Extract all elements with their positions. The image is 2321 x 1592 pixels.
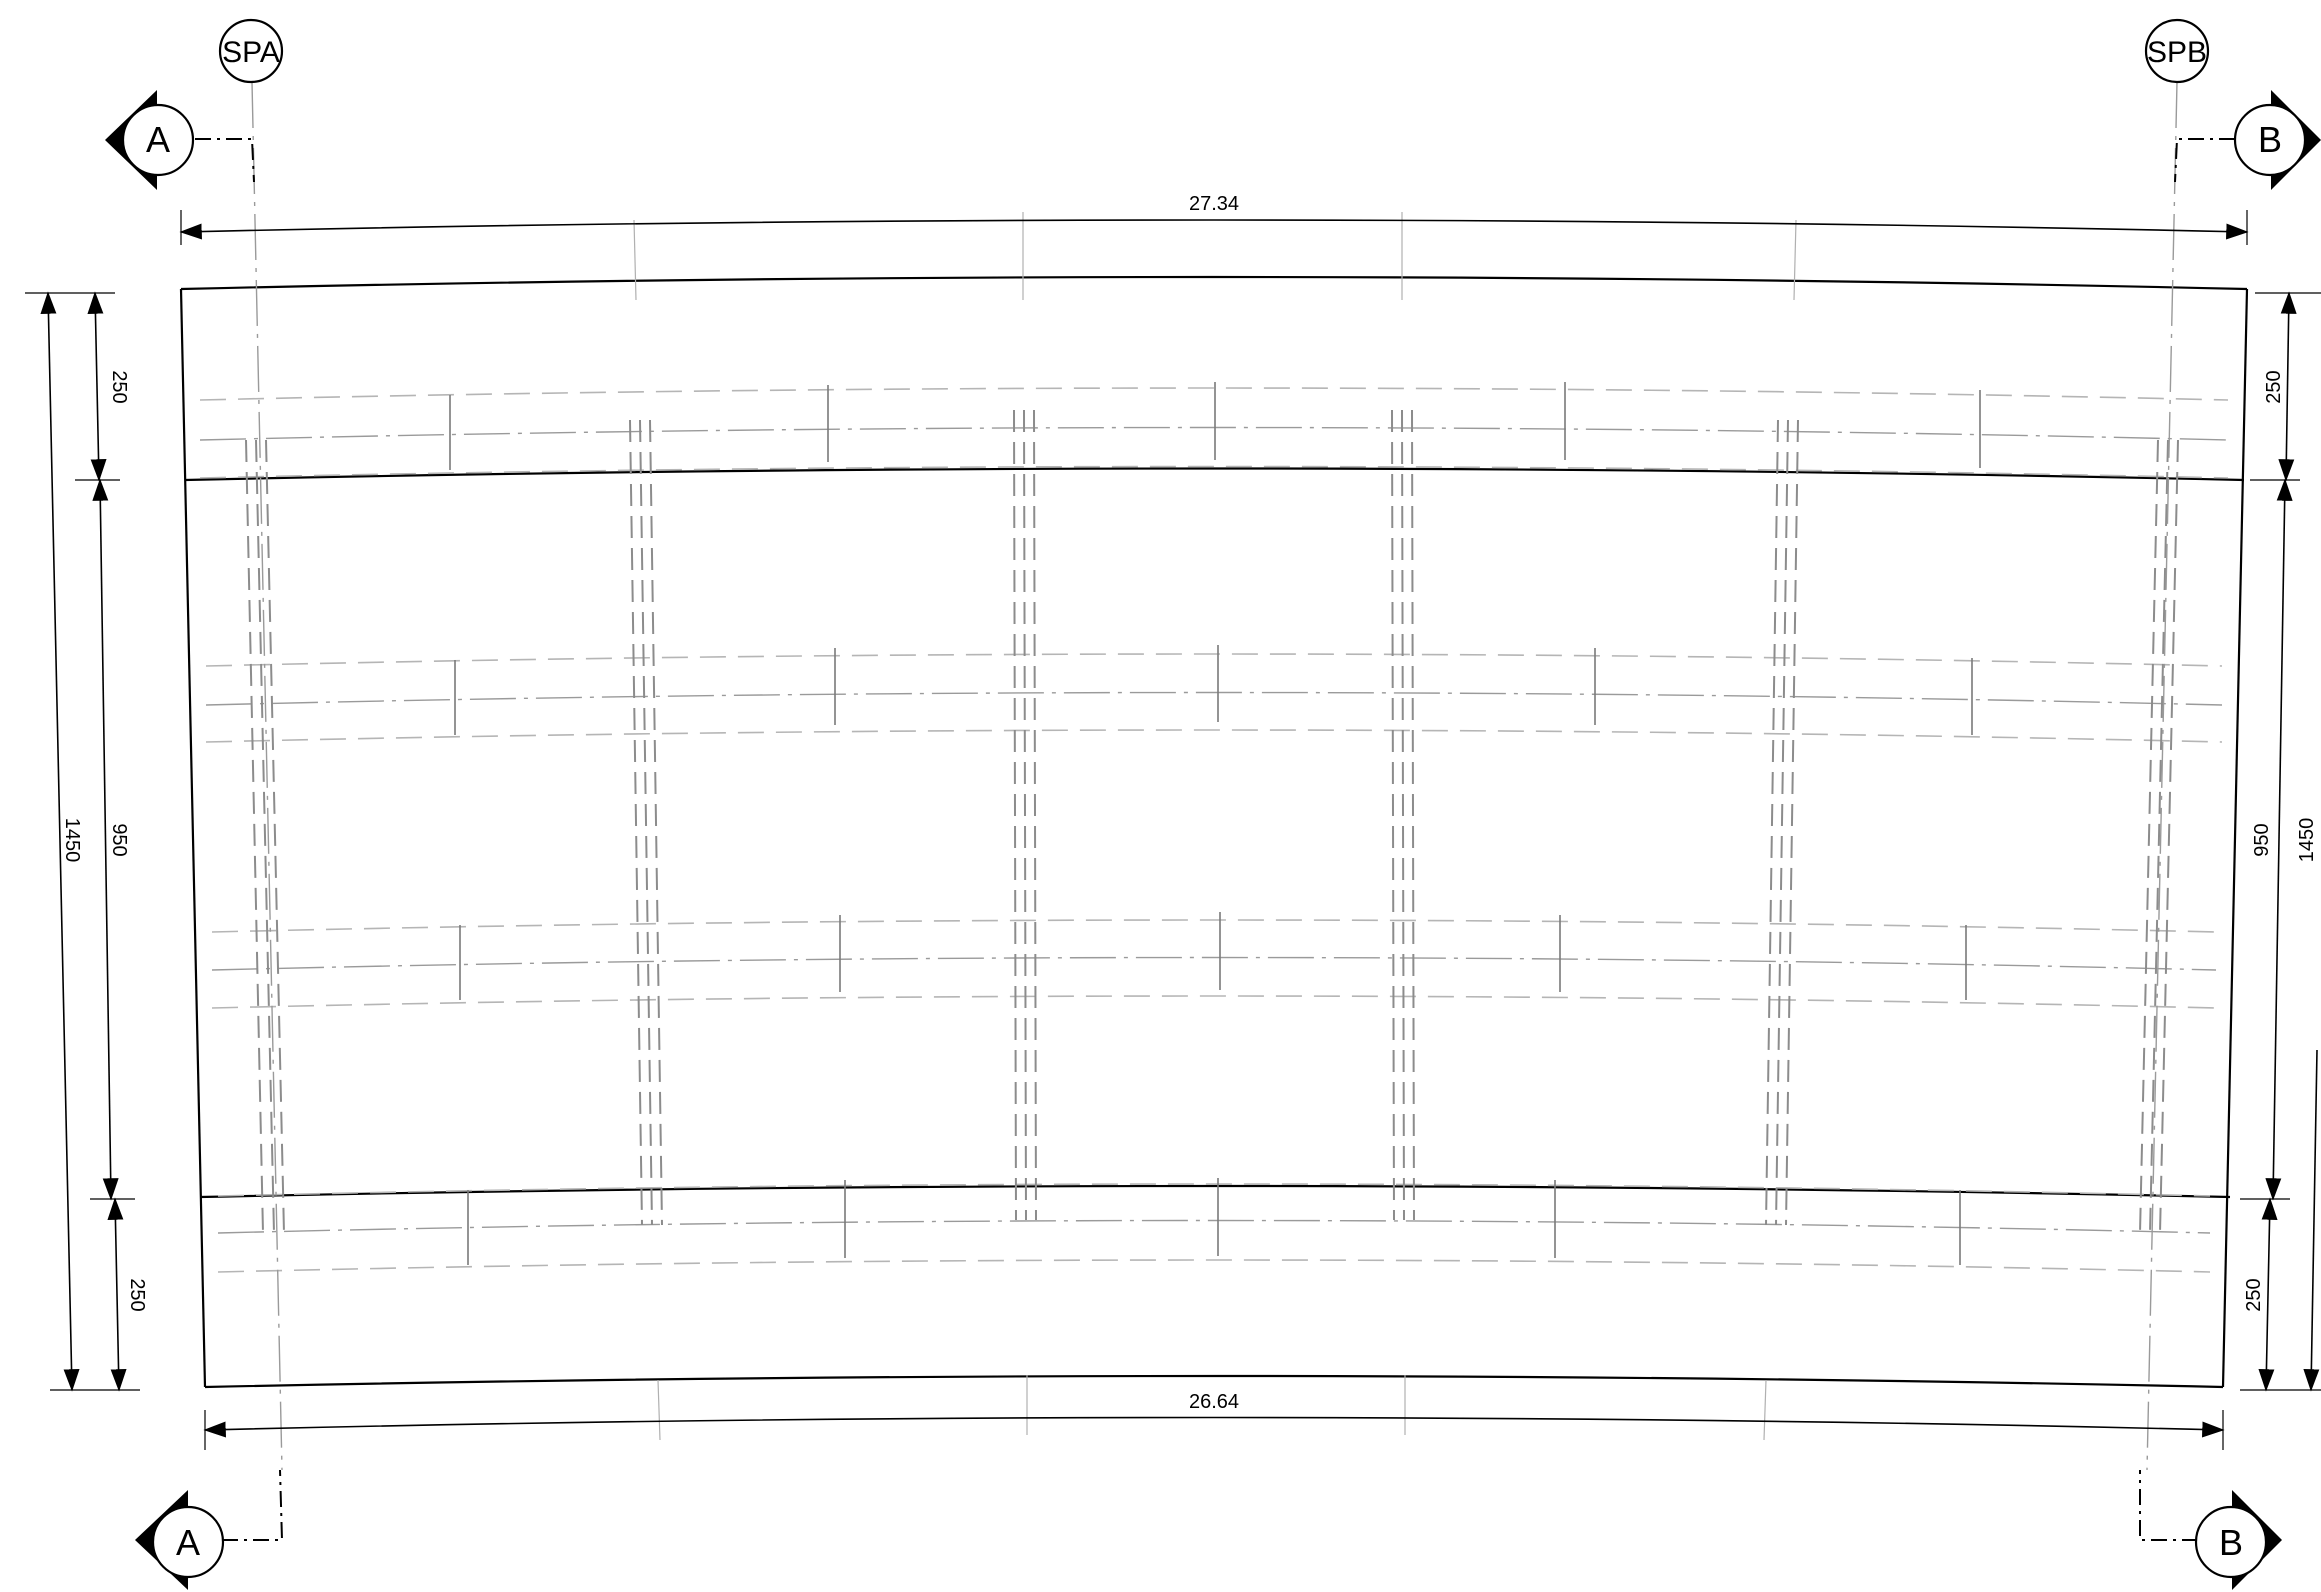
section-cut-top-right: B bbox=[2174, 90, 2321, 190]
support-marker-spb-label: SPB bbox=[2147, 36, 2207, 69]
beam-joint-ticks bbox=[449, 382, 1981, 1265]
right-width-dimensions: 1450 250 950 250 bbox=[2240, 291, 2321, 1392]
right-middle-label: 950 bbox=[2251, 823, 2273, 856]
right-top-cantilever-label: 250 bbox=[2263, 370, 2285, 403]
section-cut-top-right-label: B bbox=[2258, 119, 2282, 160]
left-top-cantilever-label: 250 bbox=[108, 370, 130, 403]
right-bottom-cantilever-label: 250 bbox=[2243, 1278, 2265, 1311]
section-cut-top-left: A bbox=[105, 90, 255, 190]
section-cut-bottom-right: B bbox=[2139, 1470, 2282, 1590]
section-cut-bottom-right-label: B bbox=[2219, 1522, 2243, 1563]
right-overall-label: 1450 bbox=[2296, 818, 2318, 863]
longitudinal-girders bbox=[245, 409, 2179, 1234]
bottom-length-label: 26.64 bbox=[1189, 1391, 1239, 1413]
section-cut-bottom-left-label: A bbox=[176, 1522, 200, 1563]
section-cut-top-left-label: A bbox=[146, 119, 170, 160]
support-marker-spa: SPA bbox=[218, 18, 284, 84]
top-length-label: 27.34 bbox=[1189, 193, 1239, 215]
left-overall-label: 1450 bbox=[61, 818, 83, 863]
section-cut-bottom-left: A bbox=[135, 1469, 284, 1590]
support-marker-spb: SPB bbox=[2144, 18, 2210, 84]
transverse-beams bbox=[199, 387, 2229, 1273]
support-marker-spa-label: SPA bbox=[222, 36, 280, 69]
left-width-dimensions: 1450 250 950 250 bbox=[25, 291, 148, 1392]
left-middle-label: 950 bbox=[108, 823, 130, 856]
support-centerlines bbox=[251, 81, 2178, 1471]
top-length-dimension: 27.34 bbox=[179, 193, 2249, 245]
left-bottom-cantilever-label: 250 bbox=[126, 1278, 148, 1311]
bottom-length-dimension: 26.64 bbox=[203, 1391, 2225, 1450]
